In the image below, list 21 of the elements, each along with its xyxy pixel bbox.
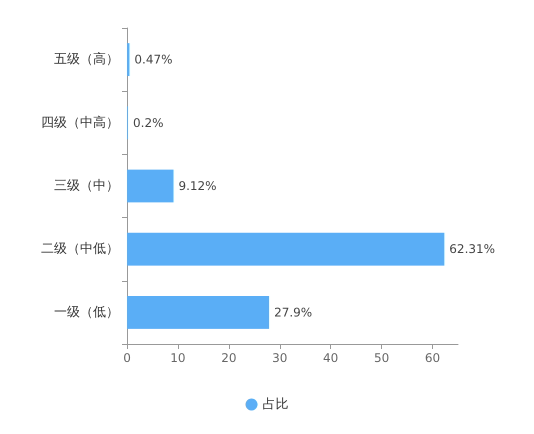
x-tick-label: 50 <box>374 351 390 365</box>
y-tick-label: 三级（中） <box>54 178 119 194</box>
bar <box>127 296 270 329</box>
x-tick-label: 60 <box>424 351 440 365</box>
data-label: 0.2% <box>133 116 164 130</box>
x-tick-label: 40 <box>323 351 338 365</box>
data-label: 9.12% <box>178 179 217 193</box>
x-tick-label: 10 <box>170 351 186 365</box>
legend-label: 占比 <box>262 397 288 412</box>
y-tick-label: 一级（低） <box>54 304 119 320</box>
y-tick-label: 四级（中高） <box>41 114 119 130</box>
data-label: 0.47% <box>134 52 173 67</box>
x-tick-label: 0 <box>123 351 131 365</box>
data-label: 27.9% <box>274 305 312 320</box>
x-tick-label: 20 <box>221 351 236 365</box>
bar <box>127 170 174 202</box>
y-tick-label: 五级（高） <box>54 51 119 68</box>
bar <box>127 232 444 266</box>
x-tick-label: 30 <box>272 351 288 365</box>
data-label: 62.31% <box>449 242 496 256</box>
y-tick-label: 二级（中低） <box>41 242 119 257</box>
